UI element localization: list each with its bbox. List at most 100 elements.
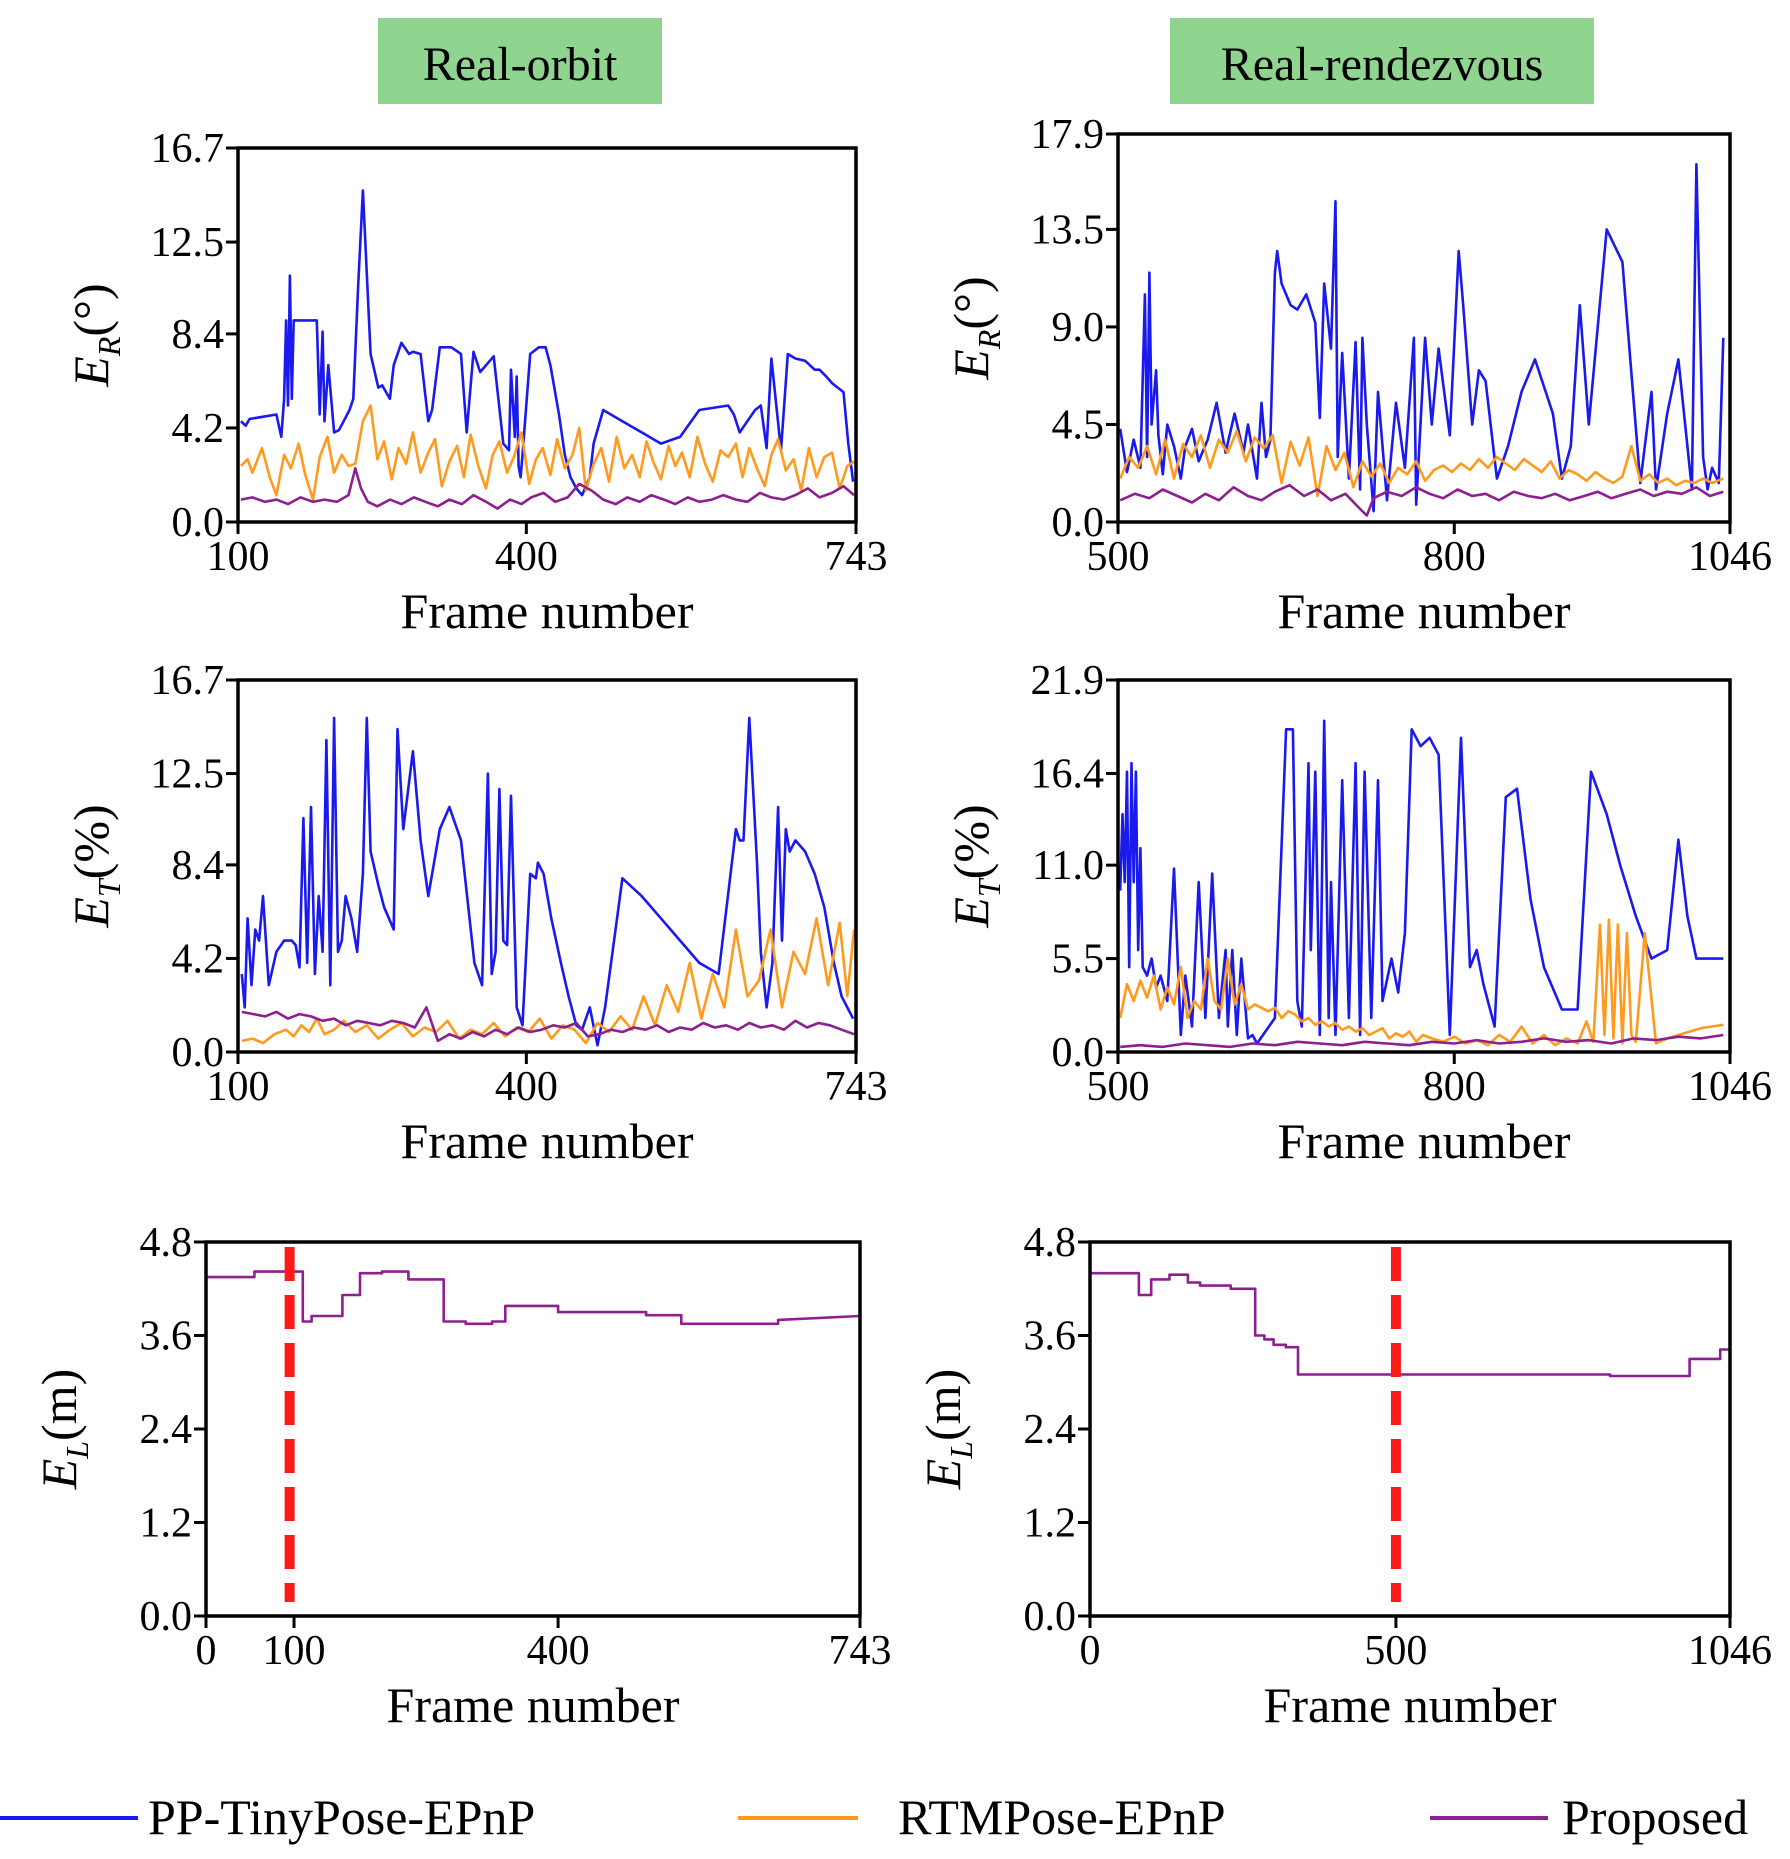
series-line-proposed xyxy=(1120,1033,1724,1049)
series-group xyxy=(1118,719,1724,1049)
x-axis-label: Frame number xyxy=(401,1113,694,1169)
x-tick-label: 500 xyxy=(1364,1628,1427,1674)
x-tick-label: 500 xyxy=(1087,534,1150,580)
y-axis-label-main: E xyxy=(943,897,999,929)
y-axis-label-sub: R xyxy=(91,336,127,357)
plot-frame xyxy=(204,1240,862,1618)
column-header-rendezvous: Real-rendezvous xyxy=(1170,18,1594,104)
y-axis-label-main: E xyxy=(63,356,119,388)
y-axis-label-main: E xyxy=(943,349,999,381)
y-tick-label: 21.9 xyxy=(1031,658,1105,704)
y-tick-label: 0.0 xyxy=(172,1030,225,1076)
y-tick-label: 8.4 xyxy=(172,843,225,889)
x-tick-label: 1046 xyxy=(1688,1628,1772,1674)
x-tick-label: 1046 xyxy=(1688,1064,1772,1110)
series-line-proposed xyxy=(1090,1271,1730,1378)
y-axis-label: ET(%) xyxy=(943,804,1007,928)
chart-orbit-er: 0.0 4.2 8.4 12.5 16.7 100 400 743 Frame number ER… xyxy=(63,126,888,639)
y-tick-label: 16.7 xyxy=(151,126,225,172)
x-tick-label: 400 xyxy=(527,1628,590,1674)
x-tick-label: 0 xyxy=(1080,1628,1101,1674)
x-axis-label: Frame number xyxy=(1278,1113,1571,1169)
y-tick-label: 2.4 xyxy=(1024,1407,1077,1453)
series-line-pp-tinypose-epnp xyxy=(1118,163,1725,513)
series-group xyxy=(239,189,855,510)
x-axis-label: Frame number xyxy=(1278,583,1571,639)
y-tick-label: 3.6 xyxy=(140,1314,193,1360)
x-tick-label: 800 xyxy=(1423,534,1486,580)
column-header-rendezvous-text: Real-rendezvous xyxy=(1221,38,1544,91)
x-axis-label: Frame number xyxy=(1264,1677,1557,1733)
series-group xyxy=(240,716,856,1047)
y-axis-label-main: E xyxy=(31,1459,87,1491)
y-axis-label-sub: R xyxy=(971,329,1007,350)
x-tick-label: 1046 xyxy=(1688,534,1772,580)
chart-rend-el: 0.0 1.2 2.4 3.6 4.8 0 500 1046 Frame number EL(m) xyxy=(915,1220,1772,1733)
y-tick-label: 9.0 xyxy=(1052,305,1105,351)
y-tick-label: 17.9 xyxy=(1031,112,1105,158)
y-tick-label: 16.4 xyxy=(1031,751,1105,797)
column-header-orbit-bg xyxy=(378,18,662,104)
y-axis-label: EL(m) xyxy=(915,1369,979,1491)
y-tick-label: 12.5 xyxy=(151,220,225,266)
chart-orbit-et: 0.0 4.2 8.4 12.5 16.7 100 400 743 Frame number ET… xyxy=(63,658,888,1169)
chart-rend-er: 0.0 4.5 9.0 13.5 17.9 500 800 1046 Frame number E… xyxy=(943,112,1772,639)
y-axis-label-unit: (m) xyxy=(915,1369,971,1441)
series-line-proposed xyxy=(241,1006,855,1043)
y-tick-label: 4.2 xyxy=(172,406,225,452)
x-tick-label: 400 xyxy=(495,534,558,580)
y-tick-label: 0.0 xyxy=(172,500,225,546)
x-tick-label: 743 xyxy=(829,1628,892,1674)
column-header-rendezvous-bg xyxy=(1170,18,1594,104)
y-axis-label-main: E xyxy=(63,897,119,929)
series-group xyxy=(1090,1271,1730,1378)
y-tick-label: 13.5 xyxy=(1031,207,1105,253)
y-tick-label: 11.0 xyxy=(1032,843,1104,889)
chart-orbit-el: 0.0 1.2 2.4 3.6 4.8 0 100 400 743 Frame number EL(… xyxy=(31,1220,892,1733)
legend-label-proposed: Proposed xyxy=(1562,1789,1748,1845)
chart-rend-et: 0.0 5.5 11.0 16.4 21.9 500 800 1046 Frame number… xyxy=(943,658,1772,1169)
series-line-rtmpose-epnp xyxy=(239,404,855,501)
x-tick-label: 100 xyxy=(207,534,270,580)
x-tick-label: 500 xyxy=(1087,1064,1150,1110)
plot-frame xyxy=(1116,678,1732,1054)
y-tick-label: 0.0 xyxy=(140,1594,193,1640)
column-header-orbit-text: Real-orbit xyxy=(423,38,618,91)
x-tick-label: 743 xyxy=(825,534,888,580)
y-tick-label: 16.7 xyxy=(151,658,225,704)
series-group xyxy=(206,1270,860,1326)
series-line-pp-tinypose-epnp xyxy=(240,716,855,1047)
y-tick-label: 4.5 xyxy=(1052,402,1105,448)
x-tick-label: 100 xyxy=(207,1064,270,1110)
column-header-orbit: Real-orbit xyxy=(378,18,662,104)
y-axis-label-unit: (°) xyxy=(63,283,119,336)
y-axis-label-sub: L xyxy=(59,1441,95,1460)
x-tick-label: 0 xyxy=(196,1628,217,1674)
y-axis-label-sub: T xyxy=(971,877,1007,897)
x-tick-label: 800 xyxy=(1423,1064,1486,1110)
series-line-proposed xyxy=(206,1270,860,1326)
series-line-pp-tinypose-epnp xyxy=(1118,719,1724,1045)
y-tick-label: 0.0 xyxy=(1052,500,1105,546)
y-tick-label: 12.5 xyxy=(151,752,225,798)
legend: PP-TinyPose-EPnP RTMPose-EPnP Proposed xyxy=(0,1789,1748,1845)
x-axis-label: Frame number xyxy=(387,1677,680,1733)
y-tick-label: 4.8 xyxy=(140,1220,193,1266)
y-axis-label: EL(m) xyxy=(31,1369,95,1491)
y-axis-label: ER(°) xyxy=(943,276,1007,380)
legend-label-rtmpose: RTMPose-EPnP xyxy=(898,1789,1226,1845)
legend-label-pp-tinypose: PP-TinyPose-EPnP xyxy=(148,1789,535,1845)
x-axis-label: Frame number xyxy=(401,583,694,639)
y-axis-label-main: E xyxy=(915,1459,971,1491)
x-tick-label: 743 xyxy=(825,1064,888,1110)
y-axis-label-sub: L xyxy=(943,1441,979,1460)
y-tick-label: 2.4 xyxy=(140,1407,193,1453)
y-axis-label-unit: (%) xyxy=(63,804,119,879)
series-line-proposed xyxy=(1119,483,1724,517)
y-axis-label-unit: (m) xyxy=(31,1369,87,1441)
y-tick-label: 5.5 xyxy=(1052,937,1105,983)
y-tick-label: 4.8 xyxy=(1024,1220,1077,1266)
y-tick-label: 8.4 xyxy=(172,312,225,358)
